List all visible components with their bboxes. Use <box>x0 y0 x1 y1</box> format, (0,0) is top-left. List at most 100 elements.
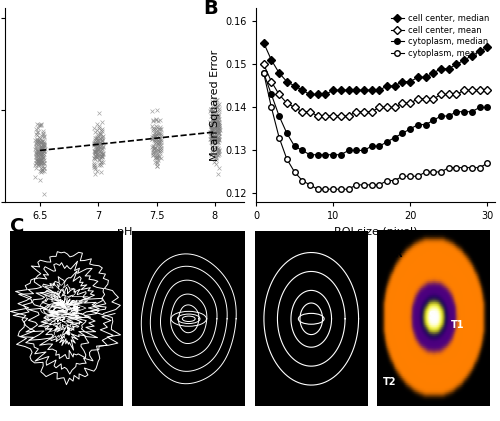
Point <box>91 164 99 171</box>
cytoplasm, median <box>268 92 274 97</box>
Point <box>32 154 40 161</box>
Point <box>38 145 46 152</box>
Point <box>98 125 106 132</box>
Point <box>150 144 158 151</box>
Point <box>92 141 100 147</box>
Text: S: S <box>428 311 435 321</box>
Point <box>93 148 101 155</box>
Point <box>156 134 164 141</box>
cytoplasm, mean <box>322 187 328 192</box>
Point <box>209 107 217 113</box>
Point <box>212 123 220 130</box>
Point <box>92 134 100 141</box>
Point <box>206 132 214 139</box>
Point <box>90 163 98 170</box>
Point <box>32 139 40 146</box>
Point <box>36 149 44 155</box>
Point <box>148 132 156 139</box>
Point <box>37 149 45 155</box>
Point <box>149 151 157 158</box>
Point <box>34 147 42 153</box>
Point <box>32 162 40 169</box>
Point <box>208 105 216 112</box>
Point <box>148 107 156 114</box>
Point <box>96 141 104 147</box>
cell center, mean <box>454 92 460 97</box>
Point <box>151 140 159 147</box>
X-axis label: ROI size (pixel): ROI size (pixel) <box>334 226 417 237</box>
Point <box>97 169 105 176</box>
Point <box>208 139 216 146</box>
cell center, median <box>484 45 490 50</box>
Point <box>154 152 162 159</box>
Point <box>37 152 45 158</box>
Point <box>210 117 218 124</box>
Point <box>206 130 214 136</box>
cytoplasm, mean <box>446 165 452 170</box>
cytoplasm, median <box>454 109 460 114</box>
Point <box>212 129 220 136</box>
Point <box>154 106 162 113</box>
Point <box>214 144 222 151</box>
Point <box>38 165 46 172</box>
Point <box>148 136 156 142</box>
Point <box>209 112 217 119</box>
Point <box>94 141 102 147</box>
Point <box>213 126 221 133</box>
Point <box>208 136 216 142</box>
Point <box>214 122 222 129</box>
Point <box>39 130 47 136</box>
Point <box>150 142 158 149</box>
Point <box>40 146 48 152</box>
Point <box>152 139 160 145</box>
cell center, mean <box>292 105 298 110</box>
Point <box>39 153 47 160</box>
Point <box>216 118 224 125</box>
Point <box>215 108 223 115</box>
cell center, mean <box>314 114 320 119</box>
cell center, median <box>361 88 367 93</box>
Point <box>151 155 159 162</box>
cytoplasm, median <box>330 152 336 157</box>
Point <box>93 144 101 151</box>
Point <box>214 112 222 118</box>
Point <box>214 113 222 120</box>
Point <box>94 142 102 149</box>
Point <box>156 129 164 136</box>
Point <box>211 152 219 159</box>
cell center, mean <box>438 92 444 97</box>
cytoplasm, mean <box>276 135 282 140</box>
cell center, median <box>392 83 398 88</box>
cell center, median <box>415 75 421 80</box>
Point <box>40 160 48 166</box>
Point <box>156 131 164 137</box>
Point <box>212 138 220 144</box>
Point <box>40 142 48 149</box>
Point <box>34 136 42 143</box>
Point <box>91 139 99 146</box>
Point <box>150 148 158 155</box>
Point <box>212 139 220 145</box>
Y-axis label: Mean Squared Error: Mean Squared Error <box>210 50 220 161</box>
Point <box>215 123 223 129</box>
cytoplasm, mean <box>307 182 313 187</box>
Text: T1: T1 <box>450 320 464 330</box>
Point <box>40 143 48 150</box>
Point <box>38 138 46 145</box>
cytoplasm, median <box>292 144 298 149</box>
Point <box>214 112 222 118</box>
Point <box>91 148 99 155</box>
Point <box>96 140 104 147</box>
Point <box>90 161 98 168</box>
cell center, median <box>430 70 436 75</box>
Point <box>216 164 224 171</box>
Point <box>214 139 222 145</box>
Point <box>92 149 100 155</box>
Point <box>153 124 161 131</box>
Point <box>212 157 220 163</box>
Point <box>37 121 45 128</box>
Point <box>32 150 40 157</box>
Point <box>96 143 104 149</box>
Point <box>37 142 45 149</box>
Point <box>208 135 216 142</box>
